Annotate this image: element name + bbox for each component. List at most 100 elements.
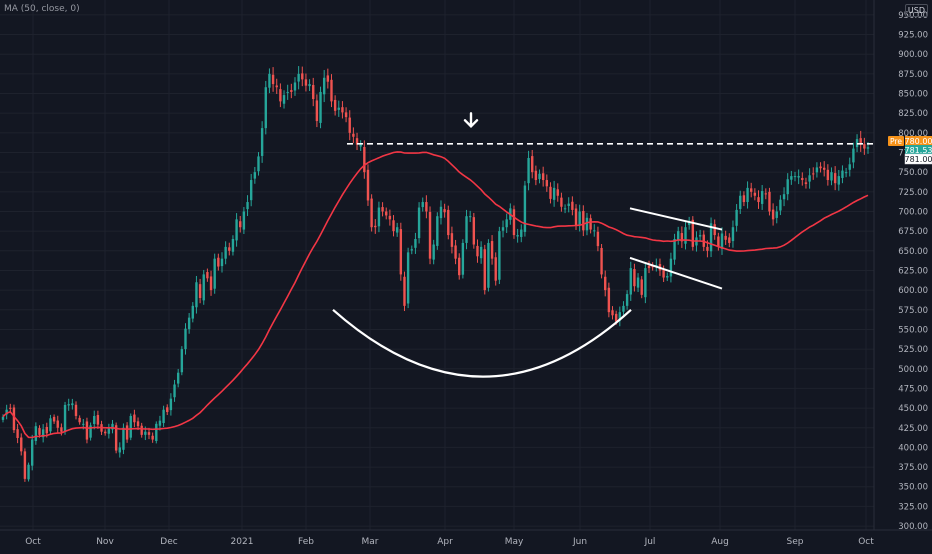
candle-body (316, 100, 318, 121)
candle-body (845, 172, 847, 173)
candle-body (600, 248, 602, 274)
candle-body (71, 403, 73, 405)
candle-body (531, 156, 533, 172)
candle-body (768, 192, 770, 212)
candle-body (352, 134, 354, 137)
candle-body (823, 168, 825, 170)
y-tick-label: 700.00 (898, 207, 928, 217)
y-tick-label: 675.00 (898, 227, 928, 237)
last-price-label-text: 781.53 (905, 146, 932, 155)
candle-body (436, 216, 438, 246)
candle-body (480, 247, 482, 258)
candle-body (192, 306, 194, 319)
candle-body (290, 90, 292, 92)
candle-body (819, 166, 821, 168)
candle-body (286, 92, 288, 93)
candle-body (396, 227, 398, 232)
candle-body (505, 219, 507, 227)
candle-body (615, 314, 617, 322)
y-tick-label: 375.00 (898, 463, 928, 473)
y-tick-label: 750.00 (898, 168, 928, 178)
candle-body (735, 210, 737, 226)
candle-body (228, 247, 230, 250)
candle-body (170, 399, 172, 410)
candle-body (589, 218, 591, 229)
candle-body (323, 78, 325, 95)
x-tick-label: Jul (644, 537, 656, 547)
candle-body (513, 209, 515, 235)
candle-body (403, 277, 405, 306)
candle-body (648, 266, 650, 268)
indicator-label[interactable]: MA (50, close, 0) (4, 4, 80, 14)
candle-body (443, 209, 445, 212)
y-tick-label: 400.00 (898, 443, 928, 453)
candle-body (338, 108, 340, 110)
candle-body (341, 107, 343, 112)
candle-body (140, 426, 142, 435)
candle-body (425, 202, 427, 211)
candle-body (148, 432, 150, 435)
candle-body (294, 83, 296, 91)
candle-body (776, 211, 778, 217)
candle-body (184, 329, 186, 349)
candle-body (849, 164, 851, 170)
x-tick-label: Oct (858, 537, 874, 547)
candle-body (243, 211, 245, 229)
price-axis: 300.00325.00350.00375.00400.00425.00450.… (874, 0, 932, 550)
candle-body (805, 182, 807, 184)
candle-body (739, 196, 741, 209)
y-tick-label: 650.00 (898, 247, 928, 257)
candle-body (422, 202, 424, 207)
candle-body (542, 173, 544, 180)
candle-body (582, 211, 584, 230)
candle-body (484, 249, 486, 290)
candle-body (20, 438, 22, 452)
candle-body (794, 176, 796, 177)
candle-body (626, 294, 628, 306)
candle-body (235, 219, 237, 240)
x-tick-label: Feb (298, 537, 314, 547)
candle-body (586, 218, 588, 231)
candle-body (608, 288, 610, 312)
candle-body (622, 306, 624, 312)
candle-body (188, 318, 190, 329)
candle-body (75, 405, 77, 416)
y-tick-label: 725.00 (898, 188, 928, 198)
candle-body (476, 246, 478, 256)
candle-body (516, 235, 518, 236)
candle-body (297, 74, 299, 82)
candle-body (662, 270, 664, 278)
candle-body (250, 180, 252, 200)
candle-body (195, 282, 197, 307)
candle-body (743, 195, 745, 202)
candle-body (462, 243, 464, 275)
candle-body (808, 175, 810, 181)
candle-body (633, 269, 635, 286)
candle-body (538, 174, 540, 179)
y-tick-label: 625.00 (898, 266, 928, 276)
candle-body (206, 272, 208, 278)
candle-body (549, 187, 551, 199)
y-tick-label: 500.00 (898, 365, 928, 375)
candle-body (546, 180, 548, 186)
candle-body (400, 229, 402, 274)
y-tick-label: 925.00 (898, 31, 928, 41)
pre-label-text: 780.00 (905, 137, 932, 146)
candle-body (575, 208, 577, 225)
candle-body (458, 258, 460, 275)
currency-badge[interactable]: USD (905, 4, 928, 17)
candle-body (46, 427, 48, 433)
candle-body (78, 418, 80, 422)
y-tick-label: 450.00 (898, 404, 928, 414)
candle-body (637, 278, 639, 288)
candle-body (666, 276, 668, 278)
candle-body (345, 112, 347, 117)
candle-body (418, 208, 420, 239)
candle-body (578, 211, 580, 224)
candle-body (432, 245, 434, 260)
candle-body (177, 373, 179, 384)
x-tick-label: Dec (160, 537, 177, 547)
candle-body (724, 236, 726, 240)
